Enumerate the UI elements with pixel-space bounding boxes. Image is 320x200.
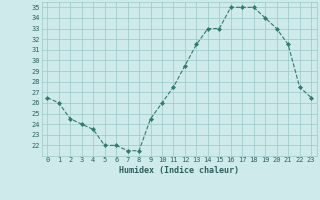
- X-axis label: Humidex (Indice chaleur): Humidex (Indice chaleur): [119, 166, 239, 175]
